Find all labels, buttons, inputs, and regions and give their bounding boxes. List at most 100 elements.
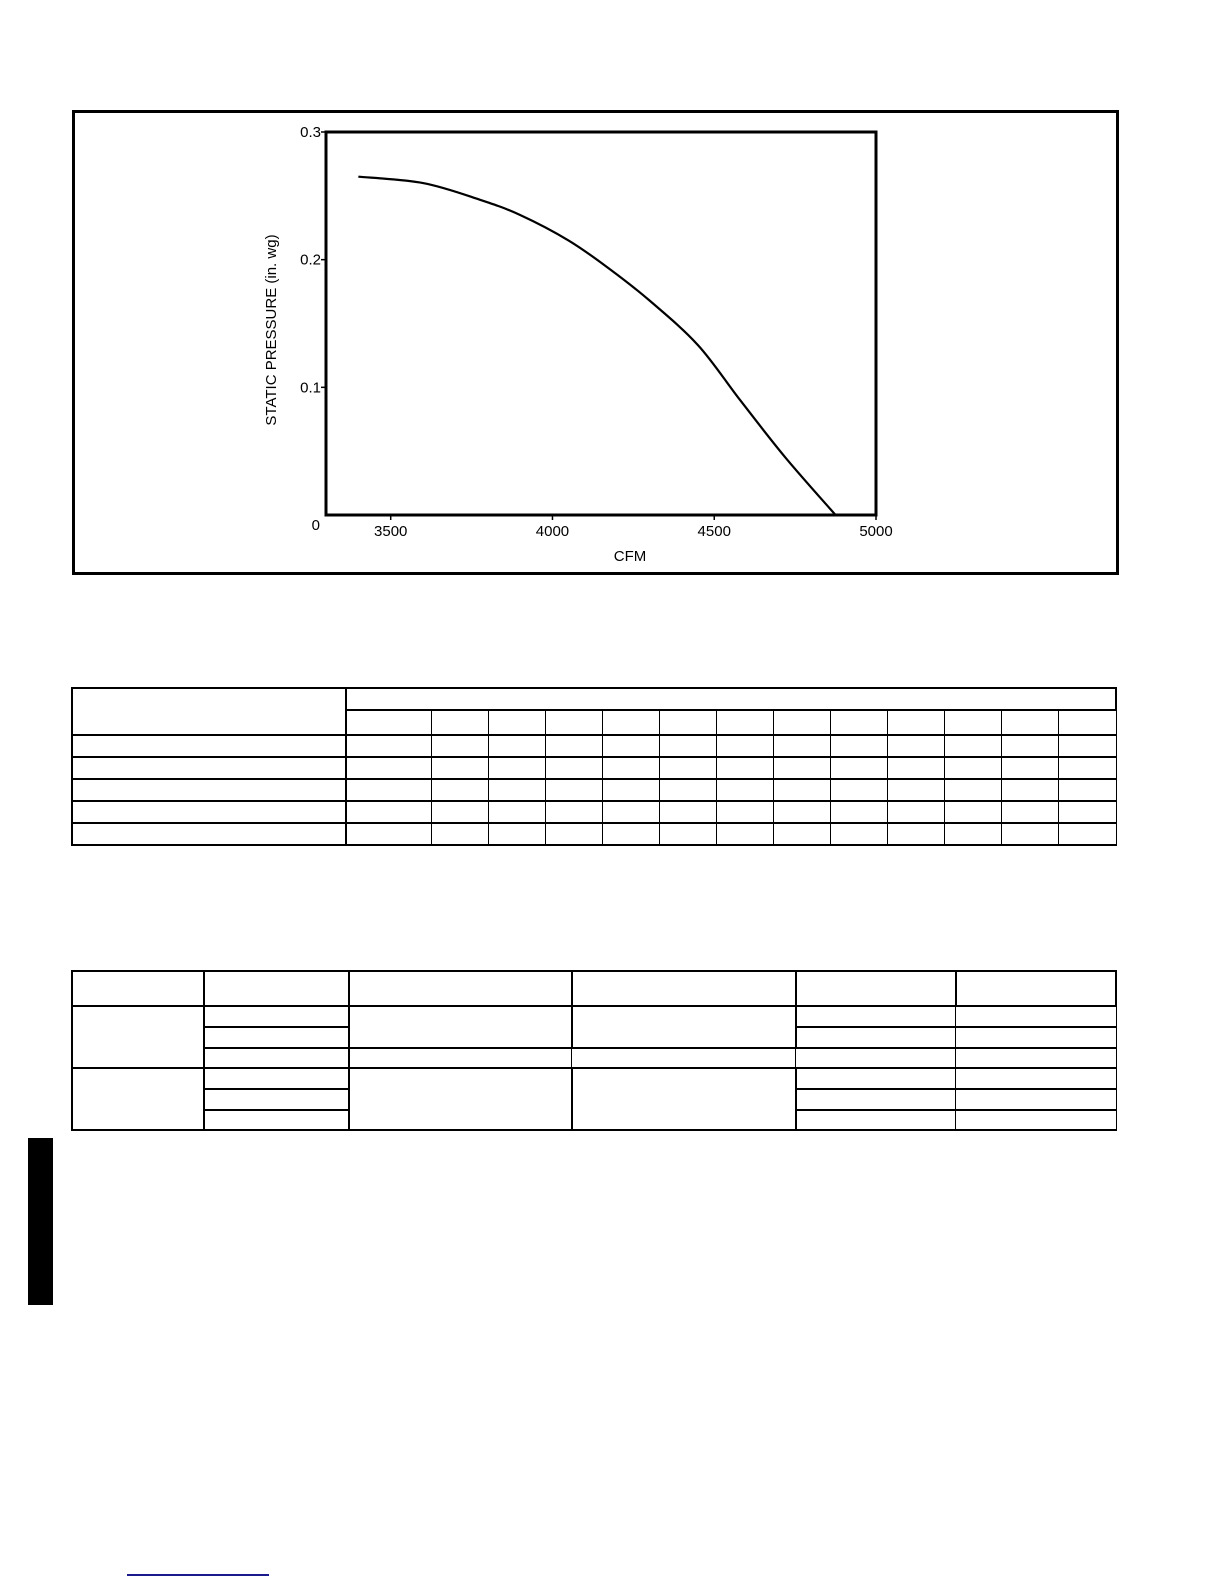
chart-frame bbox=[72, 110, 1119, 575]
table-cell bbox=[345, 778, 433, 802]
table-cell bbox=[773, 756, 832, 780]
table-cell bbox=[944, 709, 1003, 736]
table-row bbox=[70, 1067, 1117, 1131]
table-cell bbox=[773, 734, 832, 758]
table-cell bbox=[488, 822, 547, 846]
table-cell bbox=[203, 1109, 350, 1131]
table-cell bbox=[795, 1026, 957, 1049]
footer-rule bbox=[127, 1574, 269, 1576]
table-cell bbox=[794, 970, 957, 1007]
table-cell bbox=[545, 734, 604, 758]
table-cell bbox=[773, 778, 832, 802]
table-cell bbox=[944, 778, 1003, 802]
table-cell bbox=[70, 1005, 206, 1069]
y-tick-label: 0 bbox=[312, 517, 320, 534]
table-cell bbox=[887, 778, 946, 802]
fan-performance-chart: 0 0.1 0.2 0.3 3500 4000 4500 5000 CFM STATIC PRES… bbox=[263, 124, 893, 565]
table-cell bbox=[203, 1088, 350, 1111]
table-cell bbox=[944, 822, 1003, 846]
table-cell bbox=[431, 778, 490, 802]
table-cell bbox=[602, 778, 661, 802]
table-cell bbox=[944, 800, 1003, 824]
table-cell bbox=[1058, 822, 1117, 846]
table-cell bbox=[71, 687, 347, 736]
table-cell bbox=[887, 822, 946, 846]
table-cell bbox=[887, 734, 946, 758]
plot-area-border bbox=[324, 130, 878, 517]
table-cell bbox=[488, 709, 547, 736]
table-row bbox=[71, 734, 1117, 758]
table-cell bbox=[944, 734, 1003, 758]
table-cell bbox=[203, 1026, 350, 1049]
table-cell bbox=[955, 1026, 1117, 1049]
table-cell bbox=[830, 756, 889, 780]
table-row bbox=[72, 1026, 1117, 1049]
table-cell bbox=[431, 756, 490, 780]
table-cell bbox=[955, 1088, 1117, 1111]
table-cell bbox=[830, 778, 889, 802]
table-cell bbox=[71, 800, 347, 824]
table-cell bbox=[345, 709, 433, 736]
table-cell bbox=[70, 970, 206, 1007]
table-cell bbox=[716, 756, 775, 780]
table-cell bbox=[830, 734, 889, 758]
table-cell bbox=[1001, 800, 1060, 824]
table-row bbox=[72, 709, 1117, 736]
table-cell bbox=[795, 1005, 957, 1028]
table-cell bbox=[955, 1005, 1117, 1028]
table-cell bbox=[954, 970, 1118, 1007]
table-cell bbox=[203, 1067, 350, 1090]
table-cell bbox=[887, 756, 946, 780]
table-cell bbox=[955, 1047, 1117, 1069]
table-cell bbox=[488, 734, 547, 758]
table-cell bbox=[716, 709, 775, 736]
table-row bbox=[72, 1088, 1117, 1111]
table-cell bbox=[71, 822, 347, 846]
table-cell bbox=[347, 1005, 573, 1049]
table-cell bbox=[488, 756, 547, 780]
x-tick-label: 4500 bbox=[698, 523, 731, 540]
table-cell bbox=[545, 800, 604, 824]
table-cell bbox=[431, 709, 490, 736]
table-cell bbox=[431, 800, 490, 824]
table-cell bbox=[345, 734, 433, 758]
table-cell bbox=[602, 822, 661, 846]
table-cell bbox=[602, 800, 661, 824]
table-1 bbox=[71, 687, 1117, 846]
table-cell bbox=[659, 800, 718, 824]
table-cell bbox=[71, 756, 347, 780]
x-tick-label: 5000 bbox=[859, 523, 892, 540]
table-row bbox=[70, 1005, 1117, 1069]
table-cell bbox=[1058, 756, 1117, 780]
table-cell bbox=[571, 1047, 797, 1069]
table-2 bbox=[70, 970, 1118, 1131]
table-cell bbox=[570, 970, 797, 1007]
table-cell bbox=[602, 756, 661, 780]
table-cell bbox=[716, 800, 775, 824]
table-cell bbox=[716, 734, 775, 758]
table-cell bbox=[795, 1088, 957, 1111]
table-cell bbox=[345, 687, 1117, 711]
table-cell bbox=[570, 1005, 797, 1049]
table-cell bbox=[716, 778, 775, 802]
table-cell bbox=[659, 709, 718, 736]
y-axis-label: STATIC PRESSURE (in. wg) bbox=[263, 234, 280, 425]
table-cell bbox=[830, 800, 889, 824]
table-cell bbox=[1058, 778, 1117, 802]
table-cell bbox=[347, 970, 573, 1007]
table-cell bbox=[795, 1067, 957, 1090]
table-cell bbox=[545, 778, 604, 802]
y-tick-label: 0.2 bbox=[300, 252, 321, 269]
table-row bbox=[71, 822, 1117, 846]
table-cell bbox=[545, 822, 604, 846]
table-cell bbox=[545, 709, 604, 736]
table-cell bbox=[795, 1109, 957, 1131]
table-cell bbox=[716, 822, 775, 846]
table-cell bbox=[203, 1005, 350, 1028]
table-cell bbox=[570, 1067, 797, 1131]
table-cell bbox=[887, 709, 946, 736]
table-row bbox=[71, 756, 1117, 780]
table-row bbox=[72, 1109, 1117, 1131]
table-cell bbox=[431, 822, 490, 846]
table-cell bbox=[773, 709, 832, 736]
